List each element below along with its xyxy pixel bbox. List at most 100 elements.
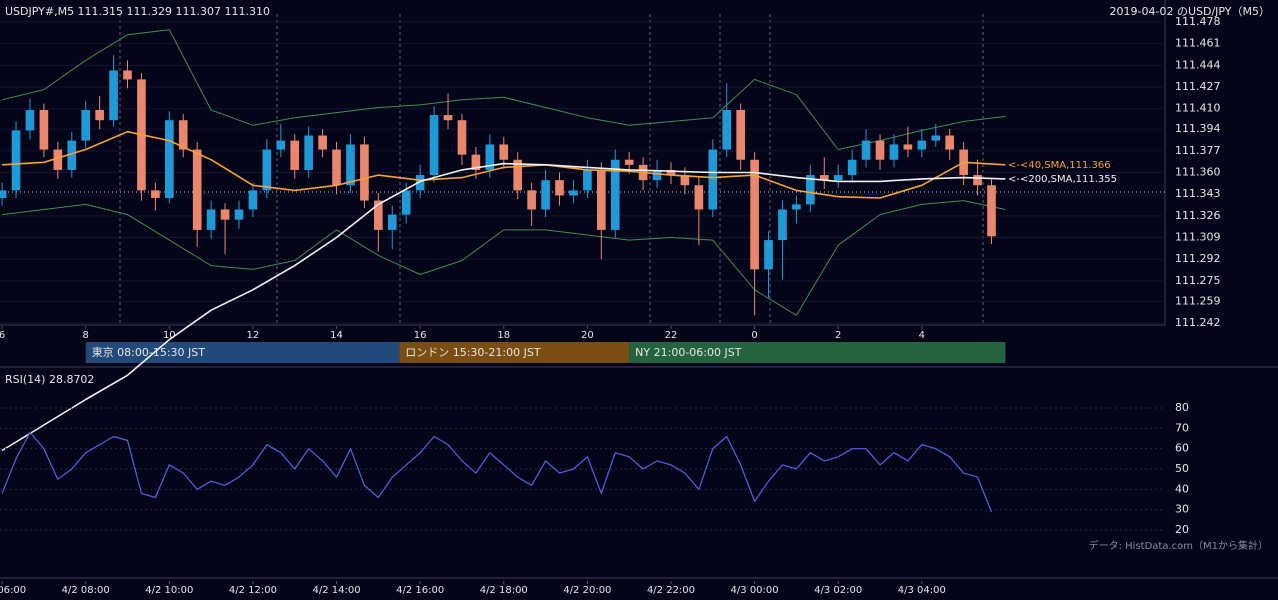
candle-body bbox=[374, 200, 383, 230]
x-tick-label: 4/2 06:00 bbox=[0, 585, 26, 596]
x-tick-label: 22 bbox=[665, 330, 678, 341]
x-tick-label: 4 bbox=[919, 330, 925, 341]
y-tick-label: 111.326 bbox=[1175, 209, 1221, 222]
candle-body bbox=[792, 204, 801, 210]
candle-body bbox=[652, 169, 662, 181]
candle-body bbox=[541, 180, 550, 210]
candle-body bbox=[596, 169, 606, 230]
candle-body bbox=[750, 159, 759, 270]
candle-body bbox=[833, 175, 843, 181]
candle-body bbox=[471, 154, 481, 170]
candle-body bbox=[39, 110, 49, 150]
candle-body bbox=[0, 190, 7, 199]
candle-body bbox=[764, 240, 773, 270]
candle-body bbox=[778, 209, 787, 241]
y-tick-label: 111.461 bbox=[1175, 37, 1221, 50]
candle-body bbox=[819, 175, 829, 181]
chart-subtitle: 2019-04-02 のUSD/JPY（M5） bbox=[1110, 5, 1270, 18]
rsi-title: RSI(14) 28.8702 bbox=[5, 373, 94, 386]
candle-body bbox=[499, 144, 509, 160]
candle-body bbox=[123, 70, 132, 80]
session-band bbox=[399, 342, 630, 363]
candle-body bbox=[429, 115, 439, 176]
y-tick-label: 111.309 bbox=[1175, 231, 1221, 244]
candle-body bbox=[945, 135, 955, 150]
candle-body bbox=[889, 144, 899, 160]
x-tick-label: 4/2 10:00 bbox=[145, 585, 193, 596]
x-tick-label: 4/2 16:00 bbox=[396, 585, 444, 596]
candle-body bbox=[234, 209, 244, 220]
candle-body bbox=[903, 144, 913, 150]
candle-body bbox=[875, 140, 885, 160]
candle-body bbox=[25, 110, 35, 131]
y-tick-label: 20 bbox=[1175, 523, 1189, 536]
candle-body bbox=[332, 149, 341, 186]
candle-body bbox=[861, 140, 871, 160]
candle-body bbox=[527, 190, 536, 210]
x-tick-label: 6 bbox=[0, 330, 5, 341]
x-tick-label: 18 bbox=[497, 330, 510, 341]
candle-body bbox=[806, 175, 815, 205]
x-tick-label: 16 bbox=[414, 330, 427, 341]
x-tick-label: 4/3 00:00 bbox=[731, 585, 779, 596]
candle-body bbox=[318, 135, 327, 150]
candle-body bbox=[262, 149, 272, 191]
candle-body bbox=[151, 190, 160, 199]
x-tick-label: 20 bbox=[581, 330, 594, 341]
candle-body bbox=[555, 180, 564, 196]
y-tick-label: 111.275 bbox=[1175, 274, 1221, 287]
candle-body bbox=[81, 110, 91, 141]
series-annotation: <-<200,SMA,111.355 bbox=[1008, 174, 1117, 185]
y-tick-label: 50 bbox=[1175, 462, 1189, 475]
y-tick-label: 111.292 bbox=[1175, 252, 1221, 265]
candle-body bbox=[109, 70, 118, 121]
candle-body bbox=[290, 140, 300, 170]
y-tick-label: 60 bbox=[1175, 442, 1189, 455]
y-tick-label: 40 bbox=[1175, 482, 1189, 495]
candle-body bbox=[178, 120, 188, 150]
chart-title: USDJPY#,M5 111.315 111.329 111.307 111.3… bbox=[5, 5, 270, 18]
candle-body bbox=[973, 175, 982, 186]
x-tick-label: 4/2 08:00 bbox=[62, 585, 110, 596]
candle-body bbox=[722, 110, 732, 150]
y-tick-label: 111.242 bbox=[1175, 316, 1221, 329]
source-note: データ: HistData.com（M1から集計） bbox=[1089, 539, 1268, 552]
y-tick-label: 111.478 bbox=[1175, 15, 1221, 28]
x-tick-label: 4/2 14:00 bbox=[312, 585, 360, 596]
candle-body bbox=[360, 144, 369, 201]
candle-body bbox=[610, 159, 620, 230]
y-tick-label: 111.427 bbox=[1175, 80, 1221, 93]
series-line bbox=[1, 162, 1006, 452]
candle-body bbox=[624, 159, 634, 165]
plot-layer: 111.478 111.461 111.444 111.427 111.410 111.3… bbox=[0, 15, 1221, 596]
y-tick-label: 70 bbox=[1175, 421, 1189, 434]
session-band bbox=[629, 342, 1006, 363]
candle-body bbox=[276, 140, 286, 150]
x-tick-label: 10 bbox=[163, 330, 176, 341]
candle-body bbox=[583, 169, 592, 191]
candle-body bbox=[680, 175, 690, 186]
y-tick-label: 111.343 bbox=[1175, 187, 1221, 200]
candle-body bbox=[569, 190, 578, 196]
x-tick-label: 4/3 02:00 bbox=[814, 585, 862, 596]
candle-body bbox=[847, 159, 857, 176]
candle-body bbox=[485, 144, 495, 170]
candle-body bbox=[164, 120, 174, 199]
candle-body bbox=[931, 135, 941, 141]
y-tick-label: 111.259 bbox=[1175, 294, 1221, 307]
x-tick-label: 14 bbox=[330, 330, 343, 341]
candle-body bbox=[248, 190, 258, 210]
y-tick-label: 111.360 bbox=[1175, 166, 1221, 179]
candle-body bbox=[220, 209, 230, 220]
x-tick-label: 0 bbox=[751, 330, 757, 341]
candle-body bbox=[443, 115, 453, 121]
candle-body bbox=[987, 185, 996, 237]
series-line bbox=[1, 431, 993, 513]
candle-body bbox=[346, 144, 355, 186]
candle-body bbox=[917, 140, 927, 150]
x-tick-label: 4/2 20:00 bbox=[563, 585, 611, 596]
x-tick-label: 4/2 12:00 bbox=[229, 585, 277, 596]
x-tick-label: 8 bbox=[83, 330, 89, 341]
